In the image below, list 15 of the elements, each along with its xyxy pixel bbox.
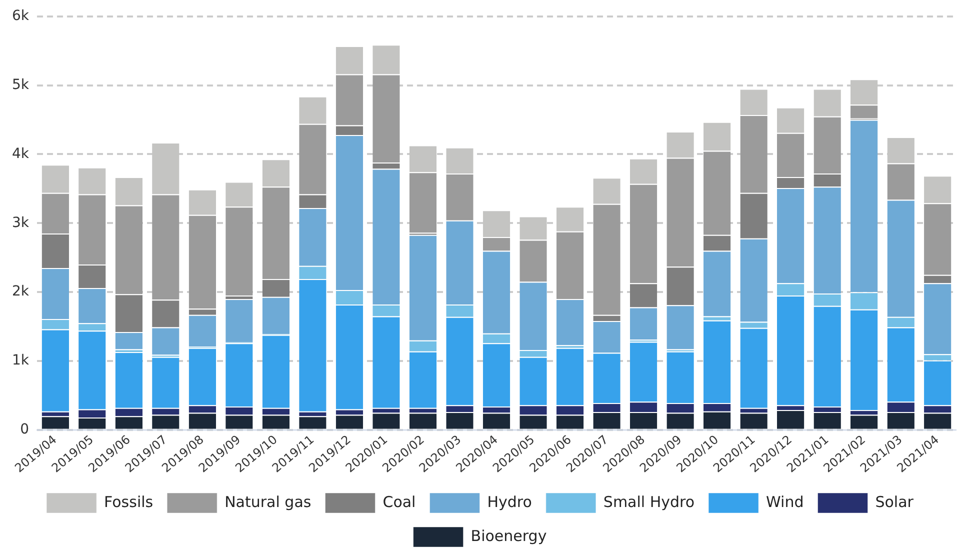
legend-label: Coal	[382, 492, 416, 511]
legend-label: Hydro	[487, 492, 532, 511]
legend-label: Solar	[875, 492, 914, 511]
legend-label: Small Hydro	[603, 492, 695, 511]
y-tick-label: 4k	[12, 146, 30, 162]
legend-label: Wind	[766, 492, 804, 511]
y-tick-label: 2k	[12, 284, 30, 300]
y-tick-label: 6k	[12, 8, 30, 24]
y-tick-label: 1k	[12, 352, 30, 369]
legend-label: Natural gas	[224, 492, 312, 511]
legend-label: Fossils	[104, 492, 154, 511]
legend-label: Bioenergy	[470, 526, 547, 545]
y-tick-label: 5k	[12, 76, 30, 93]
y-tick-label: 0	[20, 422, 30, 438]
y-tick-label: 3k	[12, 214, 30, 231]
